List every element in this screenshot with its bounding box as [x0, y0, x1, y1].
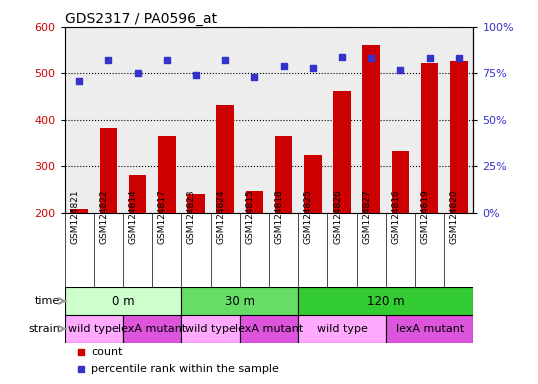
- Point: [426, 55, 434, 61]
- Bar: [210, 27, 240, 213]
- Text: GSM124824: GSM124824: [216, 189, 225, 244]
- Bar: [152, 27, 181, 213]
- Text: GSM124816: GSM124816: [392, 189, 400, 244]
- Bar: [181, 287, 298, 315]
- Text: lexA mutant: lexA mutant: [395, 324, 464, 334]
- Text: lexA mutant: lexA mutant: [235, 324, 303, 334]
- Bar: [269, 27, 298, 213]
- Point: [455, 55, 463, 61]
- Bar: [328, 27, 357, 213]
- Point: [338, 53, 346, 60]
- Bar: [187, 194, 205, 213]
- Bar: [181, 315, 240, 343]
- Bar: [444, 27, 473, 213]
- Bar: [246, 191, 263, 213]
- Bar: [65, 315, 123, 343]
- Text: GSM124827: GSM124827: [362, 189, 371, 244]
- Text: GSM124820: GSM124820: [450, 189, 459, 244]
- Bar: [333, 91, 351, 213]
- Bar: [298, 315, 386, 343]
- Point: [133, 70, 142, 76]
- Bar: [216, 105, 234, 213]
- Bar: [392, 151, 409, 213]
- Bar: [275, 136, 292, 213]
- Bar: [70, 209, 88, 213]
- Bar: [363, 45, 380, 213]
- Text: 30 m: 30 m: [225, 295, 255, 308]
- Point: [162, 57, 171, 63]
- Text: GSM124817: GSM124817: [158, 189, 167, 244]
- Point: [75, 78, 83, 84]
- Text: GSM124815: GSM124815: [245, 189, 254, 244]
- Text: 0 m: 0 m: [112, 295, 134, 308]
- Text: strain: strain: [29, 324, 60, 334]
- Text: GSM124821: GSM124821: [70, 189, 79, 244]
- Bar: [450, 61, 468, 213]
- Bar: [240, 315, 298, 343]
- Point: [104, 57, 112, 63]
- Text: wild type: wild type: [185, 324, 236, 334]
- Text: GSM124819: GSM124819: [421, 189, 430, 244]
- Text: GSM124814: GSM124814: [129, 189, 138, 244]
- Text: GSM124823: GSM124823: [187, 189, 196, 244]
- Point: [308, 65, 317, 71]
- Point: [221, 57, 230, 63]
- Bar: [158, 136, 175, 213]
- Text: wild type: wild type: [68, 324, 119, 334]
- Text: time: time: [35, 296, 60, 306]
- Bar: [123, 315, 181, 343]
- Bar: [240, 27, 269, 213]
- Bar: [65, 287, 181, 315]
- Text: GSM124825: GSM124825: [304, 189, 313, 244]
- Bar: [129, 175, 146, 213]
- Bar: [94, 27, 123, 213]
- Bar: [304, 155, 322, 213]
- Text: percentile rank within the sample: percentile rank within the sample: [91, 364, 279, 374]
- Bar: [386, 27, 415, 213]
- Bar: [415, 27, 444, 213]
- Bar: [421, 63, 438, 213]
- Text: GSM124822: GSM124822: [100, 189, 108, 244]
- Text: GDS2317 / PA0596_at: GDS2317 / PA0596_at: [65, 12, 217, 26]
- Text: wild type: wild type: [316, 324, 367, 334]
- Bar: [386, 315, 473, 343]
- Point: [396, 66, 405, 73]
- Bar: [65, 27, 94, 213]
- Bar: [357, 27, 386, 213]
- Point: [279, 63, 288, 69]
- Text: lexA mutant: lexA mutant: [118, 324, 186, 334]
- Bar: [298, 287, 473, 315]
- Text: GSM124818: GSM124818: [274, 189, 284, 244]
- Text: 120 m: 120 m: [367, 295, 405, 308]
- Bar: [100, 128, 117, 213]
- Point: [250, 74, 259, 80]
- Bar: [298, 27, 328, 213]
- Point: [367, 55, 376, 61]
- Text: GSM124826: GSM124826: [333, 189, 342, 244]
- Bar: [123, 27, 152, 213]
- Text: count: count: [91, 347, 123, 357]
- Point: [192, 72, 200, 78]
- Bar: [181, 27, 210, 213]
